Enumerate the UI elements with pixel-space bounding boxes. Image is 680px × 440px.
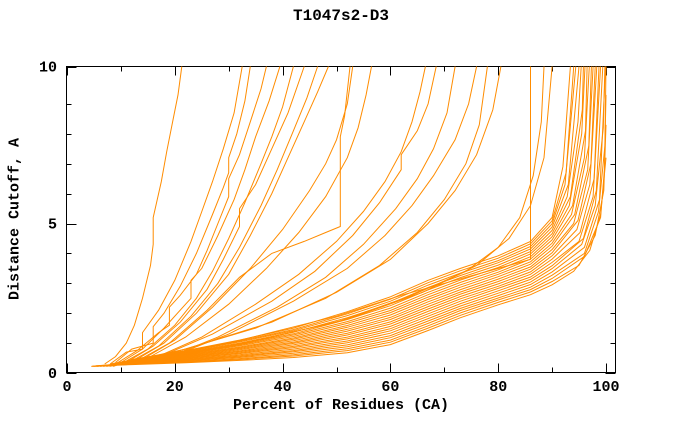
model-curve — [95, 66, 606, 367]
model-curve — [115, 66, 267, 365]
model-curve — [106, 66, 588, 367]
model-curve — [103, 66, 594, 367]
model-curve — [96, 66, 606, 367]
x-tick-label: 60 — [381, 379, 399, 396]
model-curve — [153, 66, 437, 360]
model-curve — [126, 66, 305, 363]
y-tick-label: 0 — [48, 366, 57, 383]
model-curve — [104, 66, 183, 365]
model-curve — [112, 66, 575, 367]
model-curve — [104, 66, 592, 367]
model-curve — [142, 66, 372, 362]
model-curve — [109, 66, 243, 365]
model-curve — [94, 66, 607, 367]
y-tick-label: 5 — [48, 217, 57, 234]
model-curve — [131, 66, 329, 363]
model-curve — [97, 66, 604, 367]
model-curve — [105, 66, 590, 367]
model-curve — [115, 66, 502, 365]
x-tick-label: 0 — [62, 379, 71, 396]
model-curve — [115, 66, 251, 363]
model-curve — [120, 66, 294, 365]
model-curve — [108, 66, 584, 367]
model-curve — [126, 66, 319, 365]
model-curve — [120, 66, 281, 363]
model-curve — [158, 66, 456, 362]
model-curve — [126, 66, 553, 365]
x-tick-label: 20 — [166, 379, 184, 396]
x-axis-label: Percent of Residues (CA) — [232, 397, 450, 414]
model-curve — [98, 66, 602, 367]
model-curve — [147, 66, 426, 362]
model-curve — [100, 66, 598, 367]
model-curve — [93, 94, 607, 367]
model-curve — [131, 66, 351, 365]
x-tick-label: 40 — [274, 379, 292, 396]
model-curve — [110, 66, 580, 367]
model-curve — [110, 66, 488, 365]
model-curve — [99, 66, 600, 367]
model-curve — [101, 66, 596, 367]
y-tick-label: 10 — [39, 60, 57, 77]
model-curve — [163, 66, 478, 360]
model-curve — [107, 66, 586, 367]
x-tick-label: 100 — [592, 379, 619, 396]
model-curve — [136, 66, 354, 363]
x-tick-label: 80 — [489, 379, 507, 396]
chart-title: T1047s2-D3 — [292, 7, 389, 25]
plot-frame — [66, 66, 616, 373]
